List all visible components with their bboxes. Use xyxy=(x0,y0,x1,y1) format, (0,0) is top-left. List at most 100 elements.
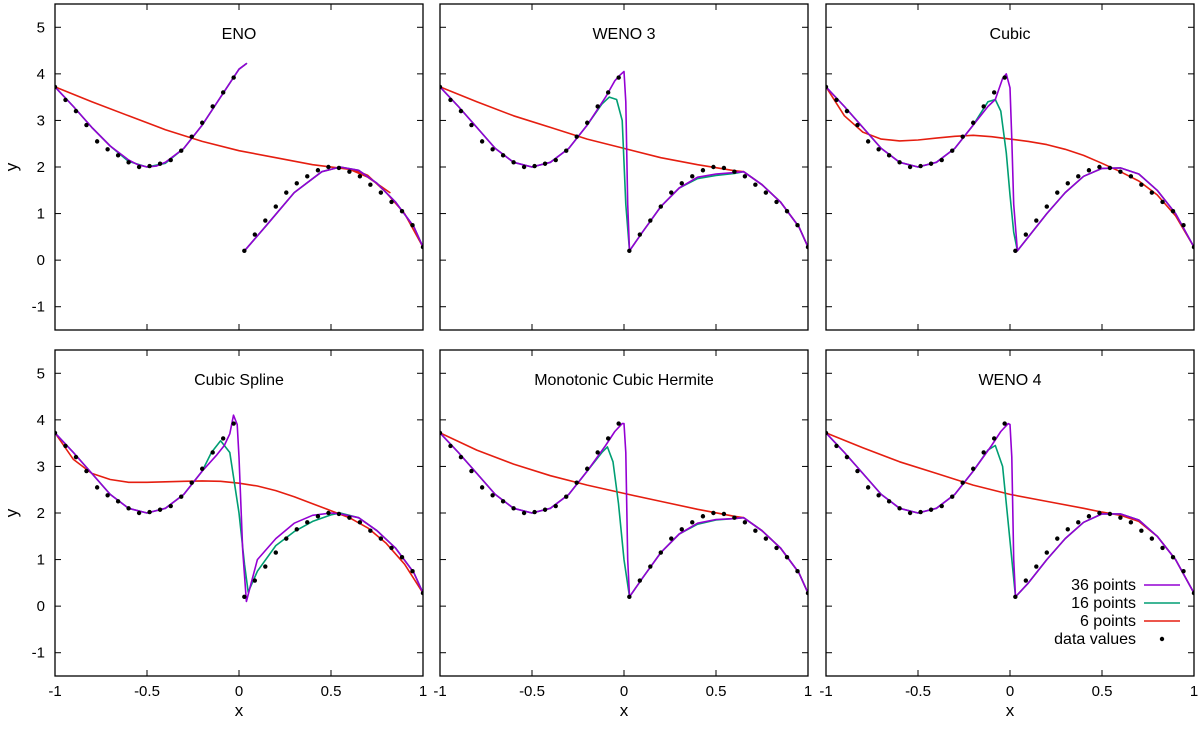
data-point xyxy=(179,148,184,153)
data-point xyxy=(960,480,965,485)
y-tick-label: 4 xyxy=(37,66,45,83)
data-point xyxy=(991,436,997,441)
data-point xyxy=(574,134,579,139)
data-point xyxy=(753,528,758,533)
data-point xyxy=(294,181,299,186)
x-tick-label: -0.5 xyxy=(905,683,931,700)
series-line-16-points xyxy=(826,86,1194,252)
series-line-6-points xyxy=(55,432,423,594)
data-point xyxy=(63,97,68,103)
x-tick-label: -0.5 xyxy=(134,683,160,700)
data-point xyxy=(1034,564,1039,569)
data-point xyxy=(605,90,611,95)
data-point xyxy=(189,134,194,139)
data-point xyxy=(542,161,548,166)
data-point xyxy=(939,503,944,509)
data-point xyxy=(389,199,394,205)
data-point xyxy=(294,527,299,532)
data-point xyxy=(774,199,779,205)
data-point xyxy=(897,506,902,511)
data-point xyxy=(795,223,800,228)
data-point xyxy=(1181,569,1186,574)
data-point xyxy=(784,555,790,560)
y-tick-label: 2 xyxy=(37,505,45,522)
data-point xyxy=(399,209,405,214)
data-point xyxy=(1170,555,1176,560)
x-tick-label: -1 xyxy=(48,683,61,700)
x-tick-label: 1 xyxy=(804,683,812,700)
data-point xyxy=(200,466,205,471)
data-point xyxy=(73,454,79,460)
x-tick-label: 0.5 xyxy=(706,683,727,700)
x-tick-label: 0 xyxy=(235,683,243,700)
series-line-6-points xyxy=(826,86,1194,248)
data-point xyxy=(273,550,278,555)
y-tick-label: -1 xyxy=(32,645,45,662)
data-point xyxy=(763,190,769,195)
data-point xyxy=(700,514,706,519)
data-point xyxy=(94,139,100,144)
data-point xyxy=(469,468,474,474)
data-point xyxy=(1128,174,1134,179)
data-point xyxy=(73,108,79,114)
data-point xyxy=(263,564,268,569)
data-point xyxy=(774,545,779,551)
data-point xyxy=(960,134,965,139)
data-point xyxy=(1023,232,1029,237)
data-point xyxy=(763,536,769,541)
x-tick-label: 0.5 xyxy=(1092,683,1113,700)
data-point xyxy=(448,443,453,449)
data-point xyxy=(479,139,485,144)
plot-frame xyxy=(439,3,809,331)
data-point xyxy=(105,493,110,498)
data-point xyxy=(876,493,881,498)
data-point xyxy=(865,139,871,144)
data-point xyxy=(564,494,569,499)
data-point xyxy=(1013,594,1018,600)
data-point xyxy=(711,164,716,170)
series-line-36-points xyxy=(55,414,423,603)
data-point xyxy=(553,157,558,163)
data-point xyxy=(490,147,495,152)
data-point xyxy=(532,163,537,169)
y-axis-title: y xyxy=(2,508,21,517)
data-point xyxy=(147,163,152,169)
data-point xyxy=(532,509,537,515)
data-point xyxy=(1086,168,1092,173)
data-point xyxy=(928,507,934,512)
data-point xyxy=(648,564,653,569)
panel-title: WENO 3 xyxy=(592,26,655,43)
data-point xyxy=(553,503,558,509)
data-point xyxy=(732,169,737,174)
data-point xyxy=(1160,199,1165,205)
data-point xyxy=(637,232,643,237)
data-point xyxy=(336,165,342,171)
data-point xyxy=(574,480,579,485)
y-axis-title: y xyxy=(2,162,21,171)
data-point xyxy=(907,510,913,516)
data-point xyxy=(399,555,405,560)
y-tick-label: 5 xyxy=(37,19,45,36)
data-point xyxy=(1023,578,1029,583)
data-point xyxy=(511,160,516,165)
data-point xyxy=(897,160,902,165)
panel-weno-3: WENO 3 xyxy=(439,3,809,331)
data-point xyxy=(1002,421,1007,426)
x-tick-label: 0 xyxy=(620,683,628,700)
series-line-36-points xyxy=(826,73,1194,252)
data-point xyxy=(732,515,737,520)
data-point xyxy=(795,569,800,574)
series-line-16-points xyxy=(440,86,808,252)
plot-frame xyxy=(825,349,1195,677)
data-point xyxy=(1139,182,1144,187)
data-point xyxy=(263,218,268,223)
data-point xyxy=(147,509,152,515)
data-point xyxy=(950,494,955,499)
plot-frame xyxy=(439,349,809,677)
series-line-16-points xyxy=(826,432,1194,598)
data-point xyxy=(918,163,923,169)
data-point xyxy=(876,147,881,152)
data-point xyxy=(378,190,384,195)
